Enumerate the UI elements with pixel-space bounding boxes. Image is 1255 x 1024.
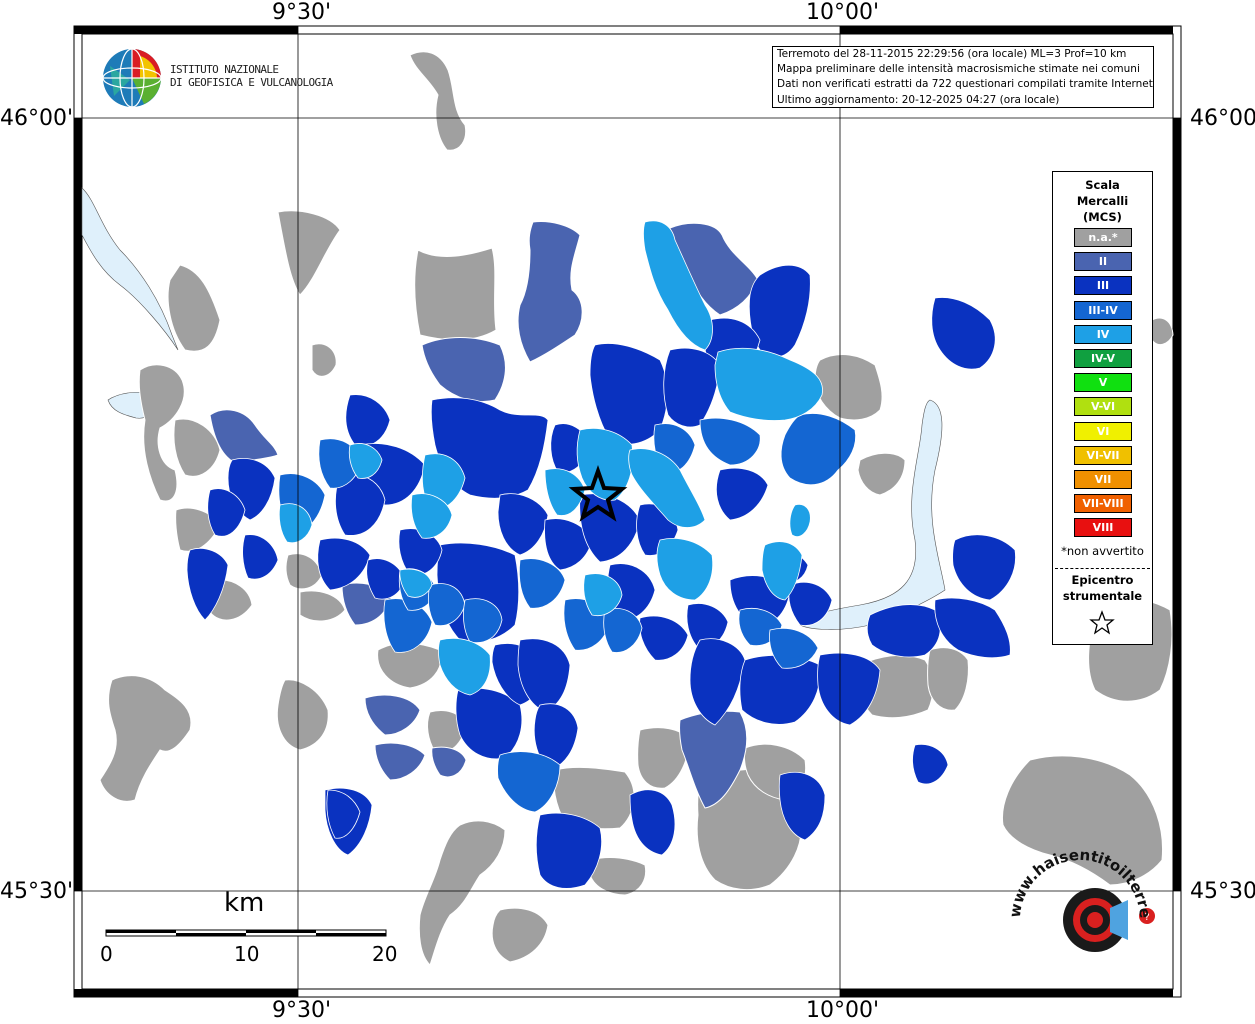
- scale-tick-10: 10: [234, 942, 260, 966]
- legend-swatch-vi-vii: VI-VII: [1074, 445, 1132, 465]
- lon-label-bottom-2: 10°00': [806, 998, 880, 1023]
- lon-label-top-2: 10°00': [806, 0, 880, 25]
- legend-swatch-v: V: [1074, 373, 1132, 393]
- intensity-legend: Scala Mercalli (MCS) n.a.* II III III-IV IV I…: [1052, 171, 1153, 645]
- frame-bars: [74, 26, 1181, 997]
- event-info-line-3: Dati non verificati estratti da 722 ques…: [777, 78, 1153, 91]
- epicenter-star: [568, 464, 628, 522]
- legend-swatch-vi: VI: [1074, 421, 1132, 441]
- event-info-box: Terremoto del 28-11-2015 22:29:56 (ora l…: [772, 46, 1154, 108]
- legend-swatch-vii-viii: VII-VIII: [1074, 494, 1132, 514]
- ingv-logo: ISTITUTO NAZIONALE DI GEOFISICA E VULCAN…: [100, 46, 333, 110]
- legend-swatch-n-a: n.a.*: [1074, 228, 1132, 247]
- legend-swatch-iv-v: IV-V: [1074, 349, 1132, 368]
- legend-epicenter-2: strumentale: [1062, 589, 1143, 603]
- institute-line-1: ISTITUTO NAZIONALE: [170, 63, 279, 76]
- epicenter-star-icon: [1089, 610, 1115, 635]
- legend-swatch-vii: VII: [1074, 470, 1132, 489]
- legend-swatch-ii: II: [1074, 252, 1132, 272]
- legend-swatch-iv: IV: [1074, 324, 1132, 344]
- scale-tick-20: 20: [372, 942, 398, 966]
- legend-note: *non avvertito: [1061, 544, 1144, 558]
- lon-label-bottom-1: 9°30': [272, 998, 332, 1023]
- lon-label-top-1: 9°30': [272, 0, 332, 25]
- event-info-line-4: Ultimo aggiornamento: 20-12-2025 04:27 (…: [777, 93, 1060, 106]
- regions-IV: [278, 220, 823, 696]
- legend-swatch-v-vi: V-VI: [1074, 397, 1132, 417]
- globe-icon: [102, 48, 162, 108]
- lat-label-right-2: 45°30': [1190, 879, 1255, 904]
- regions-II: [209, 221, 759, 809]
- legend-title-2: Mercalli: [1076, 194, 1129, 208]
- lat-label-left-1: 46°00': [0, 106, 74, 131]
- event-info-line-1: Terremoto del 28-11-2015 22:29:56 (ora l…: [777, 48, 1127, 60]
- svg-text:?: ?: [1144, 912, 1149, 923]
- event-info-line-2: Mappa preliminare delle intensità macros…: [777, 63, 1140, 76]
- scale-tick-0: 0: [100, 942, 113, 966]
- scale-unit: km: [224, 888, 265, 918]
- legend-swatch-iii-iv: III-IV: [1074, 300, 1132, 320]
- haisentito-logo: ? www.haisentitoilterremoto.it: [992, 836, 1160, 980]
- legend-separator: [1055, 568, 1150, 569]
- legend-title-3: (MCS): [1083, 210, 1122, 224]
- regions-III: [186, 264, 1016, 889]
- legend-swatch-viii: VIII: [1074, 518, 1132, 538]
- scale-ruler: [105, 929, 387, 937]
- graticule: [74, 26, 1181, 997]
- legend-epicenter-1: Epicentro: [1071, 573, 1134, 587]
- website-logo-icon: ? www.haisentitoilterremoto.it: [992, 836, 1155, 952]
- lat-label-right-1: 46°00': [1190, 106, 1255, 131]
- lat-label-left-2: 45°30': [0, 879, 74, 904]
- legend-swatch-iii: III: [1074, 276, 1132, 296]
- institute-line-2: DI GEOFISICA E VULCANOLOGIA: [170, 76, 333, 89]
- legend-title-1: Scala: [1085, 178, 1120, 192]
